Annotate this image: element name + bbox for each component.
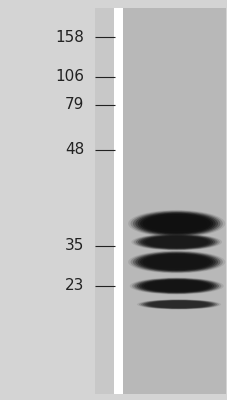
Ellipse shape [137, 253, 215, 271]
Ellipse shape [139, 213, 212, 234]
Ellipse shape [141, 300, 216, 309]
Ellipse shape [143, 300, 214, 309]
Text: 48: 48 [65, 142, 84, 158]
Ellipse shape [148, 238, 204, 246]
Ellipse shape [143, 280, 209, 292]
Ellipse shape [149, 301, 208, 308]
Ellipse shape [135, 212, 217, 235]
Ellipse shape [133, 234, 219, 250]
Ellipse shape [146, 216, 206, 231]
Bar [113, 8, 122, 394]
Ellipse shape [152, 302, 204, 307]
Ellipse shape [138, 235, 214, 249]
Ellipse shape [132, 211, 220, 236]
Text: 79: 79 [65, 97, 84, 112]
Ellipse shape [130, 251, 222, 273]
Ellipse shape [132, 252, 220, 272]
Ellipse shape [138, 300, 218, 309]
Ellipse shape [131, 278, 220, 294]
Ellipse shape [130, 211, 222, 236]
Ellipse shape [135, 252, 217, 272]
Ellipse shape [139, 254, 212, 270]
Ellipse shape [144, 236, 208, 248]
Ellipse shape [140, 235, 212, 249]
Text: 106: 106 [55, 69, 84, 84]
Ellipse shape [129, 278, 223, 294]
Bar [94, 8, 114, 394]
Ellipse shape [136, 299, 220, 310]
Ellipse shape [128, 251, 224, 273]
Ellipse shape [136, 279, 216, 293]
Ellipse shape [142, 236, 210, 248]
Bar [121, 8, 225, 394]
Ellipse shape [142, 254, 210, 270]
Ellipse shape [131, 234, 221, 250]
Ellipse shape [141, 280, 211, 292]
Ellipse shape [137, 213, 215, 234]
Text: 23: 23 [65, 278, 84, 294]
Ellipse shape [128, 210, 224, 237]
Ellipse shape [138, 279, 213, 293]
Text: 158: 158 [55, 30, 84, 45]
Ellipse shape [147, 282, 205, 290]
Ellipse shape [147, 300, 210, 308]
Ellipse shape [134, 278, 218, 294]
Ellipse shape [142, 214, 210, 233]
Text: 35: 35 [65, 238, 84, 254]
Ellipse shape [135, 234, 217, 250]
Ellipse shape [146, 256, 206, 268]
Ellipse shape [145, 300, 212, 308]
